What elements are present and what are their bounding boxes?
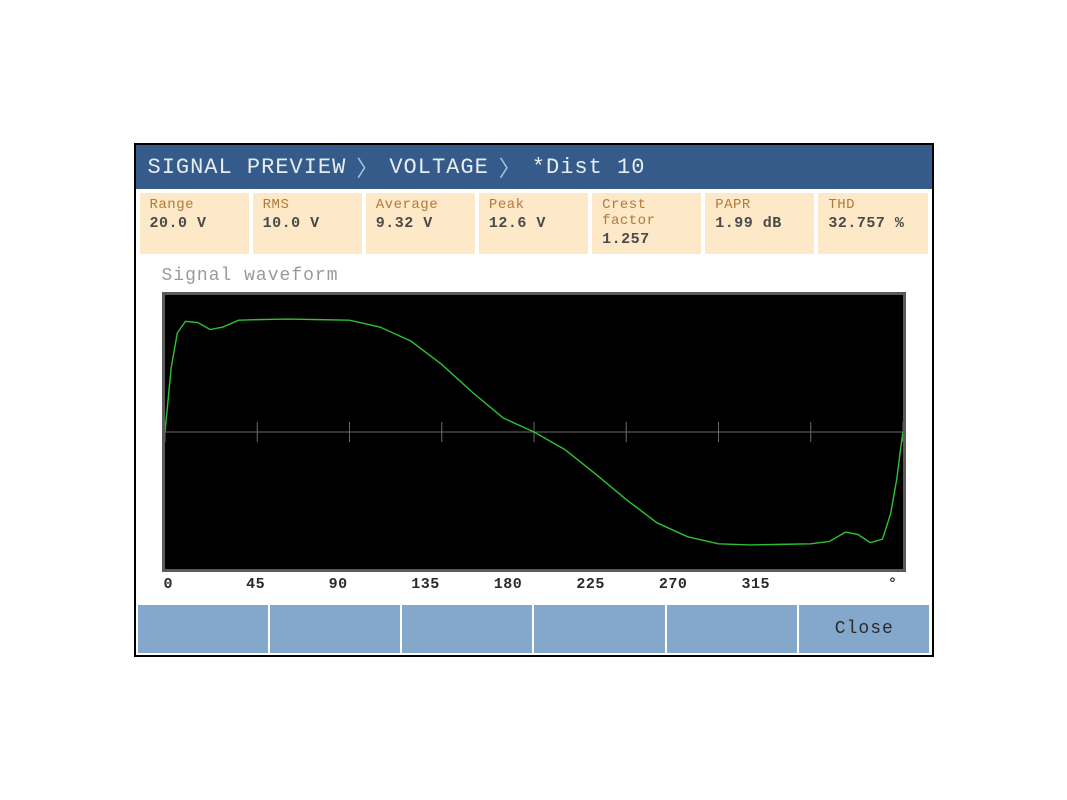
metric-label: Range	[150, 197, 239, 213]
metric-label: RMS	[263, 197, 352, 213]
axis-tick-label: °	[822, 576, 905, 593]
axis-tick-label: 90	[327, 576, 410, 593]
axis-tick-label: 315	[739, 576, 822, 593]
signal-preview-panel: SIGNAL PREVIEW 〉 VOLTAGE 〉 *Dist 10 Rang…	[134, 143, 934, 657]
metric-papr: PAPR 1.99 dB	[705, 193, 818, 254]
titlebar: SIGNAL PREVIEW 〉 VOLTAGE 〉 *Dist 10	[136, 145, 932, 189]
metric-label: Crest factor	[602, 197, 691, 229]
metric-thd: THD 32.757 %	[818, 193, 927, 254]
footer-button-1[interactable]	[138, 605, 268, 653]
axis-tick-label: 225	[574, 576, 657, 593]
metric-value: 10.0 V	[263, 215, 352, 232]
scope-display	[162, 292, 906, 572]
waveform-svg	[165, 295, 903, 569]
chart-wrap: 0 45 90 135 180 225 270 315 °	[144, 292, 924, 603]
metric-value: 32.757 %	[828, 215, 917, 232]
axis-tick-label: 45	[244, 576, 327, 593]
metric-value: 12.6 V	[489, 215, 578, 232]
breadcrumb-segment-1: SIGNAL PREVIEW	[148, 155, 347, 180]
metric-peak: Peak 12.6 V	[479, 193, 592, 254]
axis-tick-label: 270	[657, 576, 740, 593]
metric-value: 20.0 V	[150, 215, 239, 232]
metric-crest-factor: Crest factor 1.257	[592, 193, 705, 254]
metric-label: THD	[828, 197, 917, 213]
metric-label: Average	[376, 197, 465, 213]
axis-tick-label: 135	[409, 576, 492, 593]
metric-range: Range 20.0 V	[140, 193, 253, 254]
chevron-icon: 〉	[499, 151, 522, 183]
close-button[interactable]: Close	[799, 605, 929, 653]
chevron-icon: 〉	[356, 151, 379, 183]
axis-tick-label: 0	[162, 576, 245, 593]
metric-label: PAPR	[715, 197, 804, 213]
x-axis-labels: 0 45 90 135 180 225 270 315 °	[162, 572, 906, 603]
axis-tick-label: 180	[492, 576, 575, 593]
footer-bar: Close	[136, 605, 932, 655]
metric-value: 1.257	[602, 231, 691, 248]
footer-button-5[interactable]	[667, 605, 797, 653]
breadcrumb-segment-3: *Dist 10	[532, 155, 646, 180]
breadcrumb-segment-2: VOLTAGE	[389, 155, 488, 180]
metric-label: Peak	[489, 197, 578, 213]
metric-average: Average 9.32 V	[366, 193, 479, 254]
metrics-bar: Range 20.0 V RMS 10.0 V Average 9.32 V P…	[140, 189, 928, 258]
footer-button-2[interactable]	[270, 605, 400, 653]
chart-title: Signal waveform	[144, 264, 924, 292]
metric-value: 9.32 V	[376, 215, 465, 232]
footer-button-3[interactable]	[402, 605, 532, 653]
metric-value: 1.99 dB	[715, 215, 804, 232]
footer-button-4[interactable]	[534, 605, 664, 653]
chart-section: Signal waveform 0 45 90 135 180 225 270 …	[136, 258, 932, 605]
metric-rms: RMS 10.0 V	[253, 193, 366, 254]
